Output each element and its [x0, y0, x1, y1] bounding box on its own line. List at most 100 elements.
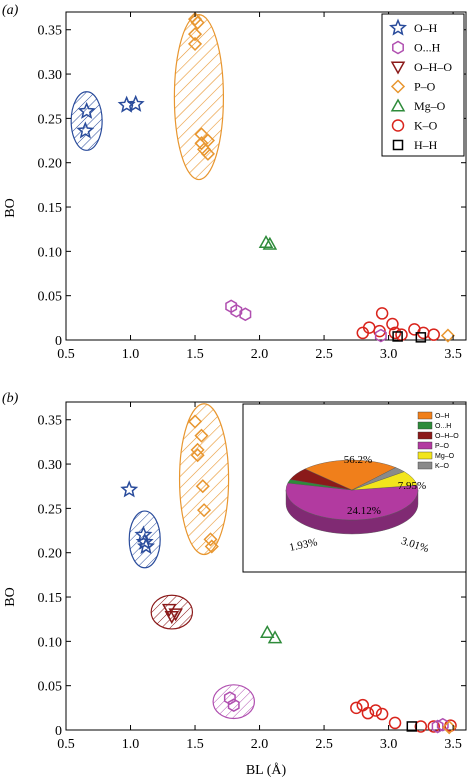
point-mg-o [258, 234, 274, 249]
pie-label-2: 7.95% [398, 480, 426, 492]
pie-inset: O–H O...H O–H–O P–O Mg–O K–O 56.2% 24.12% 7.95% 1… [242, 403, 467, 573]
y-tick-label: 0.10 [38, 245, 63, 260]
legend-box [381, 13, 465, 157]
panel-label-a: (a) [2, 3, 19, 18]
pie-slice-o-h [304, 459, 397, 491]
y-tick-label: 0.05 [38, 290, 63, 305]
point-p-o [440, 328, 455, 343]
inset-legend-label-k-o: K–O [435, 463, 450, 470]
inset-legend-label-p-o: P–O [435, 443, 450, 450]
y-tick-label: 0.25 [38, 112, 63, 127]
ticks-b: 0.5 1.0 1.5 2.0 2.5 3.0 3.5 0 0.05 0.10 0.15 0.20 0.… [38, 402, 466, 752]
point-o-h-o [164, 610, 180, 625]
ellipse-o-h [70, 91, 103, 151]
legend-label-p-o: P–O [414, 80, 436, 94]
y-tick-label: 0 [55, 724, 62, 739]
y-tick-label: 0.20 [38, 547, 63, 562]
x-tick-label: 2.5 [315, 737, 333, 752]
y-axis-title-b: BO [3, 587, 18, 606]
legend-label-o-h: O...H [414, 41, 441, 55]
point-p-o [203, 532, 218, 547]
y-tick-label: 0.35 [38, 414, 63, 429]
inset-legend-swatch-o-h [417, 411, 433, 420]
legend-label-k-o: K–O [414, 119, 438, 133]
pie-label-3: 1.93% [288, 536, 318, 554]
inset-legend-swatch-p-o [417, 441, 433, 450]
x-tick-label: 1.5 [186, 347, 204, 362]
point-k-o [386, 317, 399, 331]
y-tick-label: 0.15 [38, 591, 63, 606]
inset-legend-swatch-k-o [417, 461, 433, 470]
ticks-a: 0.5 1.0 1.5 2.0 2.5 3.0 3.5 0 0.05 0.10 0.15 0.20 0.… [38, 12, 466, 362]
inset-legend-label-mg-o: Mg–O [435, 453, 455, 460]
point-p-o [190, 442, 205, 457]
y-tick-label: 0.15 [38, 201, 63, 216]
point-p-o [190, 448, 205, 463]
point-o-h [230, 303, 243, 318]
y-tick-label: 0.25 [38, 502, 63, 517]
ellipses-a [70, 14, 225, 181]
x-tick-label: 1.0 [122, 737, 140, 752]
point-k-o [356, 698, 370, 712]
legend-label-h-h: H–H [414, 138, 438, 152]
inset-legend-label-o-h: O–H [435, 413, 449, 420]
y-tick-label: 0.30 [38, 68, 63, 83]
point-mg-o [260, 624, 275, 639]
point-o-h [120, 480, 139, 498]
panel-a: (a) BO 0.5 1.0 1.5 2.0 2.5 3.0 3.5 0 0.05 0.10 0.1… [2, 3, 467, 362]
x-tick-label: 3.5 [444, 737, 462, 752]
legend-label-mg-o: Mg–O [414, 99, 446, 113]
ellipse-p-o [173, 14, 225, 181]
point-h-h [392, 331, 403, 342]
point-p-o [194, 428, 209, 443]
y-tick-label: 0.30 [38, 458, 63, 473]
x-tick-label: 2.0 [251, 737, 269, 752]
inset-legend-swatch-o-h [417, 421, 433, 430]
point-k-o [350, 701, 363, 715]
x-tick-label: 1.0 [122, 347, 140, 362]
y-axis-title-a: BO [3, 198, 18, 217]
pie-slice-p-o [285, 482, 419, 521]
point-p-o [190, 15, 205, 30]
x-tick-label: 0.5 [57, 347, 75, 362]
legend-marker-o-h-o [390, 61, 406, 75]
point-p-o [197, 503, 212, 518]
point-k-o [427, 720, 440, 733]
point-o-h [223, 691, 236, 705]
point-mg-o [262, 236, 278, 250]
legend-marker-o-h [392, 40, 404, 55]
panel-b: (b) BO BL (Å) 0.5 1.0 1.5 2.0 2.5 3.0 3.5 0 0.05… [2, 391, 467, 778]
legend-label-o-h: O–H [414, 21, 438, 35]
marks-b [120, 414, 457, 735]
point-k-o [388, 716, 402, 730]
plot-frame [65, 11, 467, 341]
point-p-o [187, 36, 203, 51]
point-p-o [200, 146, 215, 161]
point-k-o [375, 307, 389, 320]
x-axis-title-b: BL (Å) [246, 762, 287, 778]
marks-a [76, 12, 455, 343]
point-p-o [187, 27, 203, 42]
point-o-h-o [161, 603, 177, 617]
point-mg-o [267, 630, 283, 644]
x-tick-label: 2.0 [251, 347, 269, 362]
point-p-o [204, 539, 219, 554]
legend-marker-o-h [389, 18, 407, 36]
pie-label-0: 56.2% [344, 454, 372, 466]
x-tick-label: 3.0 [380, 347, 398, 362]
point-o-h [117, 95, 136, 113]
y-tick-label: 0.35 [38, 24, 63, 39]
legend-marker-k-o [391, 119, 405, 132]
point-p-o [187, 414, 203, 429]
pie-slice-mg-o [351, 471, 418, 491]
x-tick-label: 3.5 [444, 347, 462, 362]
point-o-h [431, 719, 444, 734]
y-tick-label: 0.05 [38, 680, 63, 695]
point-k-o [375, 707, 389, 721]
point-o-h [135, 532, 154, 550]
point-p-o [195, 479, 210, 494]
plot-area-a [65, 11, 467, 341]
y-tick-label: 0.10 [38, 635, 63, 650]
legend-a: O–H O...H O–H–O P–O Mg–O K–O H–H [381, 13, 465, 157]
